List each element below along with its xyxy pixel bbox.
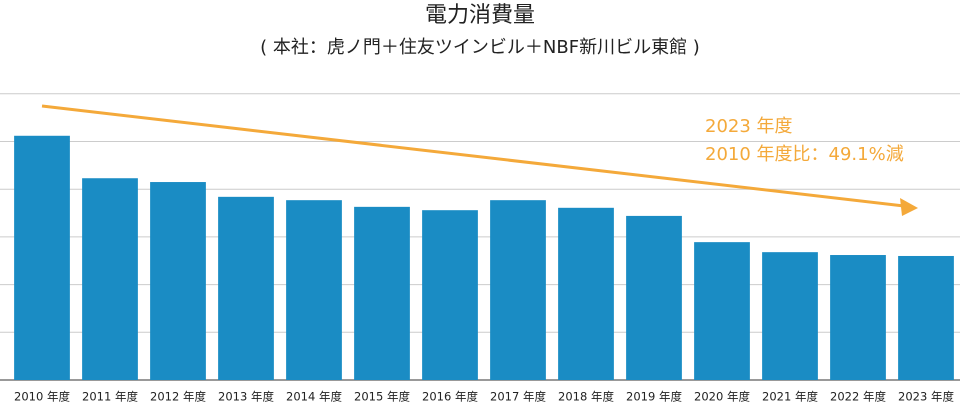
x-tick-label: 2013 年度 (218, 390, 274, 404)
bar (558, 207, 614, 380)
arrow-head (900, 198, 918, 216)
x-tick-label: 2022 年度 (830, 390, 886, 404)
x-tick-label: 2018 年度 (558, 390, 614, 404)
bar (830, 255, 886, 380)
bar (14, 135, 70, 380)
x-tick-label: 2020 年度 (694, 390, 750, 404)
x-tick-label: 2014 年度 (286, 390, 342, 404)
x-tick-label: 2019 年度 (626, 390, 682, 404)
bar (354, 206, 410, 380)
bar (150, 182, 206, 380)
x-tick-label: 2015 年度 (354, 390, 410, 404)
annotation: 2010 年度比：49.1%減 (705, 144, 904, 165)
x-tick-label: 2012 年度 (150, 390, 206, 404)
x-tick-label: 2017 年度 (490, 390, 546, 404)
bar (898, 255, 954, 380)
bar (626, 215, 682, 380)
bar (286, 200, 342, 380)
chart-title: 電力消費量 (425, 3, 535, 28)
bar (218, 196, 274, 380)
x-tick-label: 2023 年度 (898, 390, 954, 404)
bar (762, 252, 818, 380)
trend-arrow (41, 104, 905, 208)
chart-subtitle: ( 本社：虎ノ門＋住友ツインビル＋NBF新川ビル東館 ) (260, 37, 700, 58)
bar (490, 200, 546, 380)
x-tick-label: 2021 年度 (762, 390, 818, 404)
x-tick-label: 2011 年度 (82, 390, 138, 404)
bar (694, 242, 750, 380)
annotation: 2023 年度 (705, 116, 793, 137)
x-tick-label: 2016 年度 (422, 390, 478, 404)
x-tick-label: 2010 年度 (14, 390, 70, 404)
bar (422, 210, 478, 380)
bar (82, 178, 138, 380)
